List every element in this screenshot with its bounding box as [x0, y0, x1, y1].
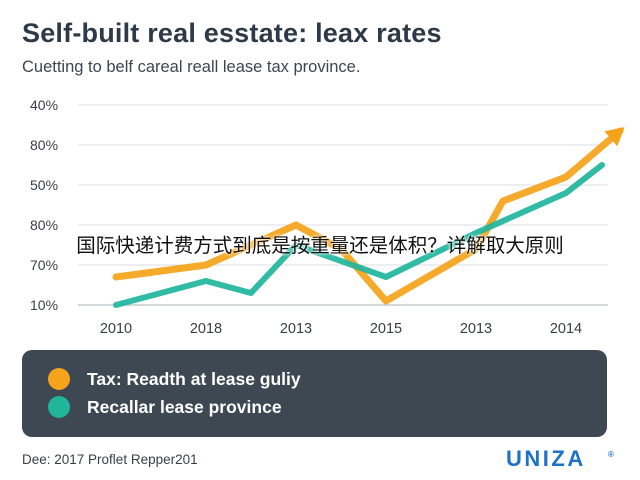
y-tick-label: 40%	[30, 97, 58, 113]
brand-registered-mark: ®	[608, 450, 614, 459]
x-tick-label: 2013	[280, 321, 312, 337]
legend-swatch-tax	[48, 368, 70, 390]
y-tick-label: 80%	[30, 137, 58, 153]
line-chart: 40% 80% 50% 80% 70% 10% 2010 2018 2013 2015 2013 20…	[30, 97, 625, 337]
y-tick-label: 50%	[30, 177, 58, 193]
source-note: Dee: 2017 Proflet Repper201	[22, 452, 198, 467]
x-tick-label: 2018	[190, 321, 222, 337]
series-arrowhead-tax	[604, 127, 625, 147]
y-tick-label: 80%	[30, 217, 58, 233]
x-tick-label: 2015	[370, 321, 402, 337]
legend-item-recallar: Recallar lease province	[48, 394, 282, 420]
chart-title: Self-built real esstate: leax rates	[22, 18, 442, 48]
y-tick-label: 10%	[30, 297, 58, 313]
brand-logo: UNIZA	[506, 446, 586, 471]
series-line-tax	[112, 127, 624, 305]
legend-item-tax: Tax: Readth at lease guliy	[48, 366, 301, 392]
x-tick-label: 2013	[460, 321, 492, 337]
overlay-caption: 国际快递计费方式到底是按重量还是体积？详解取大原则	[76, 234, 564, 257]
x-tick-label: 2010	[100, 321, 132, 337]
y-tick-label: 70%	[30, 257, 58, 273]
legend-label-recallar: Recallar lease province	[87, 396, 282, 417]
series-line-recallar	[113, 162, 605, 308]
legend: Tax: Readth at lease guliy Recallar leas…	[22, 350, 607, 437]
x-tick-label: 2014	[550, 321, 582, 337]
legend-label-tax: Tax: Readth at lease guliy	[87, 368, 301, 389]
chart-subtitle: Cuetting to belf careal reall lease tax …	[22, 58, 361, 76]
legend-swatch-recallar	[48, 396, 70, 418]
